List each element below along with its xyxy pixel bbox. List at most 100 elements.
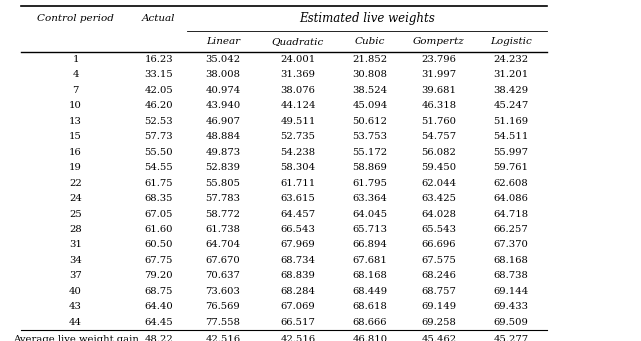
Text: 56.082: 56.082 xyxy=(422,148,456,157)
Text: 67.681: 67.681 xyxy=(353,256,387,265)
Text: 24.001: 24.001 xyxy=(280,55,315,64)
Text: 38.076: 38.076 xyxy=(281,86,315,95)
Text: 69.149: 69.149 xyxy=(421,302,456,311)
Text: Actual: Actual xyxy=(142,14,176,23)
Text: 67.05: 67.05 xyxy=(144,209,173,219)
Text: 42.516: 42.516 xyxy=(205,335,240,341)
Text: 64.457: 64.457 xyxy=(280,209,315,219)
Text: 15: 15 xyxy=(69,132,82,141)
Text: 34: 34 xyxy=(69,256,82,265)
Text: 58.772: 58.772 xyxy=(205,209,240,219)
Text: Cubic: Cubic xyxy=(355,36,385,46)
Text: 4: 4 xyxy=(72,70,79,79)
Text: 66.543: 66.543 xyxy=(281,225,315,234)
Text: 67.370: 67.370 xyxy=(494,240,528,250)
Text: 30.808: 30.808 xyxy=(353,70,388,79)
Text: 23.796: 23.796 xyxy=(422,55,456,64)
Text: 66.257: 66.257 xyxy=(494,225,528,234)
Text: 54.55: 54.55 xyxy=(144,163,173,172)
Text: 77.558: 77.558 xyxy=(205,318,240,327)
Text: 69.509: 69.509 xyxy=(494,318,528,327)
Text: 64.086: 64.086 xyxy=(494,194,528,203)
Text: 64.718: 64.718 xyxy=(494,209,529,219)
Text: 68.449: 68.449 xyxy=(353,287,388,296)
Text: 65.713: 65.713 xyxy=(353,225,388,234)
Text: 22: 22 xyxy=(69,179,82,188)
Text: Quadratic: Quadratic xyxy=(272,36,324,46)
Text: 57.73: 57.73 xyxy=(144,132,173,141)
Text: 35.042: 35.042 xyxy=(205,55,240,64)
Text: 64.045: 64.045 xyxy=(353,209,388,219)
Text: 67.75: 67.75 xyxy=(144,256,173,265)
Text: 42.516: 42.516 xyxy=(280,335,315,341)
Text: 46.810: 46.810 xyxy=(353,335,388,341)
Text: Gompertz: Gompertz xyxy=(413,36,465,46)
Text: 67.969: 67.969 xyxy=(281,240,315,250)
Text: 48.22: 48.22 xyxy=(144,335,173,341)
Text: 58.869: 58.869 xyxy=(353,163,387,172)
Text: 46.318: 46.318 xyxy=(421,101,456,110)
Text: 63.615: 63.615 xyxy=(281,194,315,203)
Text: 61.75: 61.75 xyxy=(144,179,173,188)
Text: 44: 44 xyxy=(69,318,82,327)
Text: 40: 40 xyxy=(69,287,82,296)
Text: 54.238: 54.238 xyxy=(280,148,315,157)
Text: 55.50: 55.50 xyxy=(144,148,173,157)
Text: 68.738: 68.738 xyxy=(494,271,528,280)
Text: 69.433: 69.433 xyxy=(494,302,528,311)
Text: 62.044: 62.044 xyxy=(421,179,456,188)
Text: 49.873: 49.873 xyxy=(205,148,240,157)
Text: 66.894: 66.894 xyxy=(353,240,387,250)
Text: 79.20: 79.20 xyxy=(144,271,173,280)
Text: 68.246: 68.246 xyxy=(422,271,456,280)
Text: 68.757: 68.757 xyxy=(422,287,456,296)
Text: 67.069: 67.069 xyxy=(281,302,315,311)
Text: 25: 25 xyxy=(69,209,82,219)
Text: 69.258: 69.258 xyxy=(422,318,456,327)
Text: 61.60: 61.60 xyxy=(144,225,173,234)
Text: 44.124: 44.124 xyxy=(280,101,316,110)
Text: 21.852: 21.852 xyxy=(353,55,388,64)
Text: 63.364: 63.364 xyxy=(353,194,387,203)
Text: 55.172: 55.172 xyxy=(353,148,388,157)
Text: 52.735: 52.735 xyxy=(281,132,315,141)
Text: 31.997: 31.997 xyxy=(421,70,456,79)
Text: 39.681: 39.681 xyxy=(421,86,456,95)
Text: 66.696: 66.696 xyxy=(422,240,456,250)
Text: Estimated live weights: Estimated live weights xyxy=(299,12,435,25)
Text: 60.50: 60.50 xyxy=(144,240,173,250)
Text: 54.757: 54.757 xyxy=(421,132,456,141)
Text: 67.670: 67.670 xyxy=(205,256,240,265)
Text: 63.425: 63.425 xyxy=(421,194,456,203)
Text: 37: 37 xyxy=(69,271,82,280)
Text: 28: 28 xyxy=(69,225,82,234)
Text: 55.997: 55.997 xyxy=(494,148,528,157)
Text: 57.783: 57.783 xyxy=(205,194,240,203)
Text: 76.569: 76.569 xyxy=(205,302,240,311)
Text: 61.795: 61.795 xyxy=(353,179,388,188)
Text: 73.603: 73.603 xyxy=(205,287,240,296)
Text: 50.612: 50.612 xyxy=(353,117,388,126)
Text: 70.637: 70.637 xyxy=(205,271,240,280)
Text: 45.277: 45.277 xyxy=(494,335,529,341)
Text: 13: 13 xyxy=(69,117,82,126)
Text: 69.144: 69.144 xyxy=(494,287,529,296)
Text: 64.40: 64.40 xyxy=(144,302,173,311)
Text: 55.805: 55.805 xyxy=(205,179,240,188)
Text: 68.666: 68.666 xyxy=(353,318,387,327)
Text: 43: 43 xyxy=(69,302,82,311)
Text: 42.05: 42.05 xyxy=(144,86,173,95)
Text: 52.839: 52.839 xyxy=(205,163,240,172)
Text: 67.575: 67.575 xyxy=(422,256,456,265)
Text: 64.028: 64.028 xyxy=(421,209,456,219)
Text: 40.974: 40.974 xyxy=(205,86,240,95)
Text: 68.734: 68.734 xyxy=(281,256,315,265)
Text: 65.543: 65.543 xyxy=(421,225,456,234)
Text: 46.20: 46.20 xyxy=(144,101,173,110)
Text: 51.760: 51.760 xyxy=(421,117,456,126)
Text: 66.517: 66.517 xyxy=(281,318,315,327)
Text: 31.201: 31.201 xyxy=(494,70,529,79)
Text: 68.284: 68.284 xyxy=(281,287,315,296)
Text: 68.618: 68.618 xyxy=(353,302,387,311)
Text: 33.15: 33.15 xyxy=(144,70,173,79)
